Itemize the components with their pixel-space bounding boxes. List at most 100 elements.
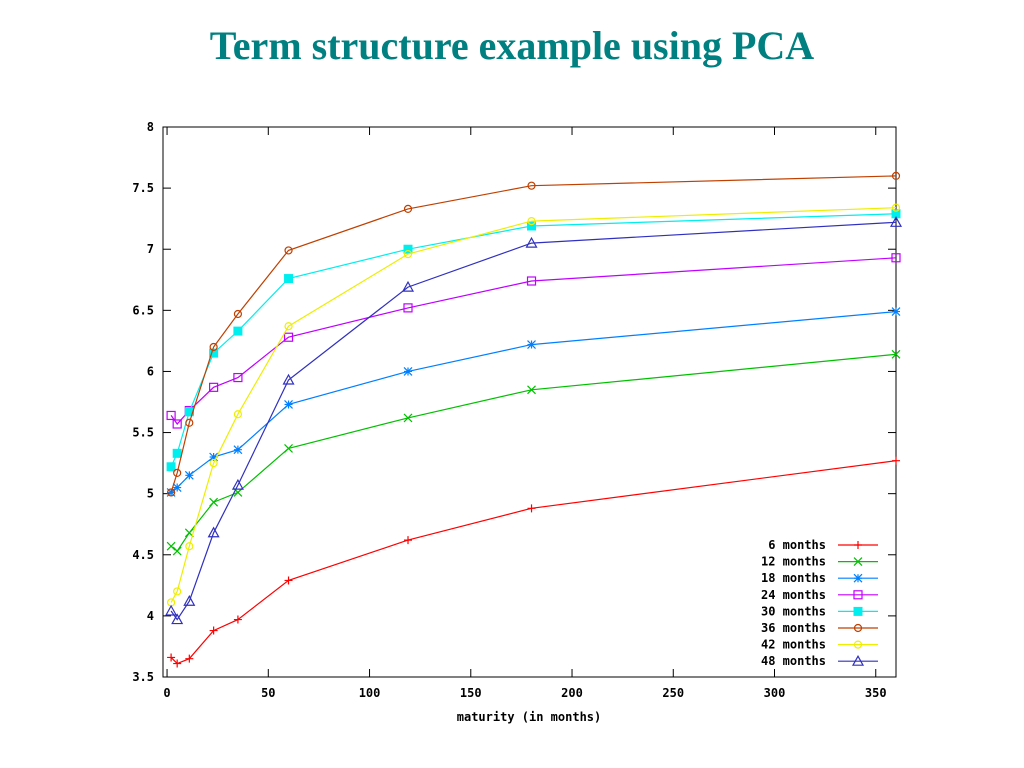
data-point <box>891 171 901 180</box>
legend-item: 36 months <box>761 621 878 635</box>
data-point <box>527 504 536 513</box>
data-point <box>166 410 176 421</box>
data-point <box>183 594 196 606</box>
series-line <box>170 175 897 493</box>
legend-label: 24 months <box>761 588 826 602</box>
x-tick-label: 250 <box>662 686 684 700</box>
series-6 <box>166 171 901 497</box>
x-tick-label: 350 <box>865 686 887 700</box>
y-tick-label: 4 <box>147 609 154 623</box>
legend-marker <box>853 640 863 649</box>
data-point <box>173 587 182 596</box>
data-point <box>892 456 900 465</box>
data-point <box>166 488 176 497</box>
data-point <box>891 307 901 316</box>
y-tick-label: 3.5 <box>132 670 154 684</box>
data-point <box>209 626 218 635</box>
data-point <box>525 236 538 248</box>
y-tick-label: 6 <box>147 364 154 378</box>
data-point <box>401 280 415 292</box>
data-point <box>282 373 295 385</box>
data-point <box>207 526 220 538</box>
data-point <box>891 253 901 263</box>
data-point <box>284 400 293 409</box>
data-point <box>184 470 194 480</box>
data-point <box>233 326 243 336</box>
data-point <box>403 303 413 313</box>
data-point <box>527 385 536 395</box>
legend-label: 42 months <box>761 638 826 652</box>
data-point <box>891 203 901 212</box>
data-point <box>889 216 903 227</box>
x-tick-label: 50 <box>261 686 275 700</box>
x-tick-label: 300 <box>764 686 786 700</box>
series-layer <box>165 171 903 668</box>
legend-item: 30 months <box>761 604 878 618</box>
data-point <box>185 418 194 427</box>
x-tick-label: 100 <box>359 686 381 700</box>
legend-marker <box>853 606 863 616</box>
series-4 <box>166 253 901 429</box>
legend-marker <box>854 541 862 549</box>
data-point <box>172 419 182 429</box>
data-point <box>165 604 178 616</box>
data-point <box>209 452 219 462</box>
data-point <box>403 250 413 259</box>
series-line <box>170 311 897 493</box>
x-tick-label: 200 <box>561 686 583 700</box>
series-3 <box>166 307 901 497</box>
data-point <box>166 462 176 472</box>
data-point <box>209 459 218 468</box>
data-point <box>233 309 243 319</box>
data-point <box>172 483 182 492</box>
legend-marker <box>851 654 865 666</box>
data-point <box>185 542 194 551</box>
data-point <box>233 445 243 455</box>
data-point <box>284 246 293 255</box>
series-line <box>170 221 897 621</box>
data-point <box>231 478 244 490</box>
x-tick-label: 0 <box>163 686 170 700</box>
legend-label: 6 months <box>768 538 826 552</box>
data-point <box>233 410 243 419</box>
data-point <box>172 546 182 556</box>
legend-label: 36 months <box>761 621 826 635</box>
series-1 <box>167 456 900 668</box>
data-point <box>185 654 194 663</box>
legend-label: 18 months <box>761 571 826 585</box>
series-5 <box>166 209 901 472</box>
data-point <box>166 541 176 551</box>
axes: 3.5 4 4.5 5 5.5 6 6.5 7 7.5 8 0 50 100 150 200 250 300 35… <box>132 120 896 700</box>
data-point <box>891 349 901 359</box>
legend-marker <box>853 557 863 567</box>
legend-label: 12 months <box>761 555 826 569</box>
x-tick-label: 150 <box>460 686 482 700</box>
series-line <box>170 353 897 552</box>
y-tick-label: 6.5 <box>132 303 154 317</box>
legend-item: 24 months <box>761 588 878 602</box>
slide-title: Term structure example using PCA <box>209 23 815 68</box>
data-point <box>403 204 413 213</box>
legend-item: 12 months <box>761 555 878 569</box>
data-point <box>167 653 176 662</box>
y-tick-label: 5.5 <box>132 426 154 440</box>
legend-label: 30 months <box>761 604 826 618</box>
data-point <box>233 615 242 624</box>
data-point <box>209 348 219 358</box>
y-tick-label: 8 <box>147 120 154 134</box>
legend-item: 42 months <box>761 638 878 652</box>
y-tick-label: 4.5 <box>132 548 154 562</box>
data-point <box>283 332 294 342</box>
x-axis-label: maturity (in months) <box>457 710 602 724</box>
data-point <box>166 488 176 497</box>
data-point <box>172 448 182 458</box>
data-point <box>403 413 413 423</box>
data-point <box>284 444 293 453</box>
plot-frame <box>162 126 897 678</box>
legend-marker <box>853 590 863 600</box>
series-7 <box>166 203 901 607</box>
data-point <box>173 468 182 477</box>
data-point <box>284 576 293 585</box>
legend-item: 18 months <box>761 571 878 585</box>
